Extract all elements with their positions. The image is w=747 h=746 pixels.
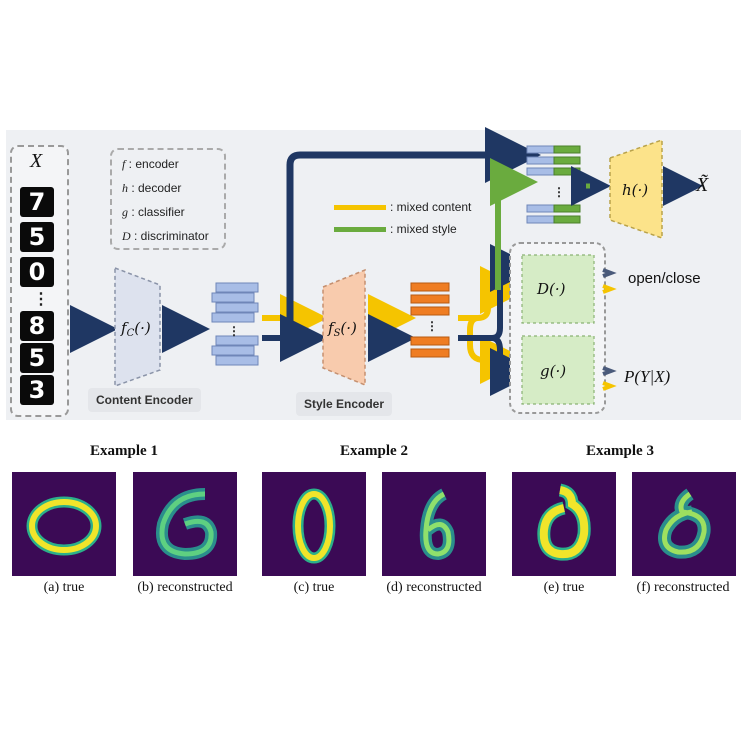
mixed-stack-ellipsis: ⋮ — [553, 185, 565, 199]
mix-legend-swatch-0 — [334, 205, 386, 210]
content-encoder-label: Content Encoder — [88, 388, 201, 412]
caption-d: (d) reconstructed — [386, 580, 482, 595]
caption-c: (c) true — [293, 580, 335, 595]
style-encoder-shape — [322, 268, 366, 387]
reconstruction-output: X̃ — [696, 174, 709, 196]
legend-symbol: g — [122, 205, 128, 219]
legend-item-2: g : classifier — [122, 205, 185, 220]
style-to-decoder-green — [490, 158, 538, 290]
caption-b: (b) reconstructed — [137, 580, 233, 595]
discriminator-output: open/close — [628, 270, 701, 287]
classifier-box — [521, 335, 595, 405]
classifier-output-navy — [602, 366, 617, 376]
discriminator-fn: D(·) — [536, 280, 566, 298]
classifier-output: P(Y|X) — [624, 367, 671, 386]
classifier-output-yellow — [602, 381, 617, 391]
legend-item-0: f : encoder — [122, 157, 179, 172]
content-to-decoder-arrow — [286, 127, 541, 330]
example-2-reconstructed-image — [382, 472, 486, 576]
mixed-style-block — [553, 156, 581, 165]
caption-a: (a) true — [43, 580, 85, 595]
mixed-style-block — [553, 204, 581, 213]
discriminator-output-navy — [602, 268, 617, 278]
discriminator-box — [521, 254, 595, 324]
content-encoder-fn: fC(·) — [120, 319, 151, 339]
content-representation-stack: ⋮ — [211, 282, 259, 366]
style-block — [410, 306, 450, 316]
example-3-title: Example 3 — [586, 443, 654, 459]
example-1-true-image — [12, 472, 116, 576]
legend-desc: : decoder — [128, 181, 182, 195]
legend-box — [110, 148, 226, 250]
content-block — [215, 302, 259, 313]
input-digit-5: 5 — [20, 343, 54, 373]
mix-legend-swatch-1 — [334, 227, 386, 232]
style-block — [410, 294, 450, 304]
content-encoder-shape — [114, 266, 161, 388]
classifier-fn: g(·) — [540, 362, 566, 380]
style-block — [410, 348, 450, 358]
mixed-content-block — [526, 167, 555, 176]
example-3-reconstructed-image — [632, 472, 736, 576]
mixed-content-block — [526, 204, 555, 213]
mixed-content-block — [526, 145, 555, 154]
content-block — [215, 335, 259, 346]
content-block — [215, 282, 259, 293]
input-digit-1: 5 — [20, 222, 54, 252]
caption-f: (f) reconstructed — [636, 580, 730, 595]
decoder-fn: h(·) — [622, 181, 648, 199]
mixed-style-block — [553, 145, 581, 154]
style-encoder-label: Style Encoder — [296, 392, 393, 416]
content-block — [215, 355, 259, 366]
input-digit-6: 3 — [20, 375, 54, 405]
legend-symbol: D — [122, 229, 131, 243]
decoder-input-stack: ⋮ — [526, 145, 581, 224]
content-block — [211, 292, 255, 303]
legend-symbol: f — [122, 157, 126, 171]
style-to-classifier-navy — [490, 335, 538, 396]
caption-e: (e) true — [543, 580, 585, 595]
input-digit-2: 0 — [20, 257, 54, 287]
input-digit-0: 7 — [20, 187, 54, 217]
mixed-style-block — [553, 215, 581, 224]
style-block — [410, 336, 450, 346]
decoder-shape — [609, 138, 663, 240]
legend-desc: : discriminator — [130, 229, 209, 243]
legend-desc: : encoder — [125, 157, 179, 171]
content-block — [211, 345, 255, 356]
content-block — [211, 312, 255, 323]
style-representation-stack: ⋮ — [410, 282, 450, 358]
legend-item-3: D : discriminator — [122, 229, 209, 244]
input-digit-4: 8 — [20, 311, 54, 341]
style-block — [410, 282, 450, 292]
legend-desc: : classifier — [128, 205, 185, 219]
input-variable: X — [30, 150, 43, 172]
style-stack-ellipsis: ⋮ — [426, 319, 438, 333]
content-stack-ellipsis: ⋮ — [228, 324, 240, 338]
mix-legend-label-1: : mixed style — [390, 222, 457, 236]
legend-item-1: h : decoder — [122, 181, 181, 196]
example-2-true-image — [262, 472, 366, 576]
style-to-classifier-yellow — [467, 315, 528, 384]
mix-legend-label-0: : mixed content — [390, 200, 472, 214]
legend-symbol: h — [122, 181, 128, 195]
mixed-content-block — [526, 156, 555, 165]
discriminator-output-yellow — [602, 284, 617, 294]
example-1-reconstructed-image — [133, 472, 237, 576]
mixed-content-block — [526, 215, 555, 224]
digit-ellipsis: ⋮ — [33, 291, 49, 308]
example-3-true-image — [512, 472, 616, 576]
example-1-title: Example 1 — [90, 443, 158, 459]
style-encoder-fn: fS(·) — [327, 319, 357, 339]
example-2-title: Example 2 — [340, 443, 408, 459]
mixed-style-block — [553, 167, 581, 176]
